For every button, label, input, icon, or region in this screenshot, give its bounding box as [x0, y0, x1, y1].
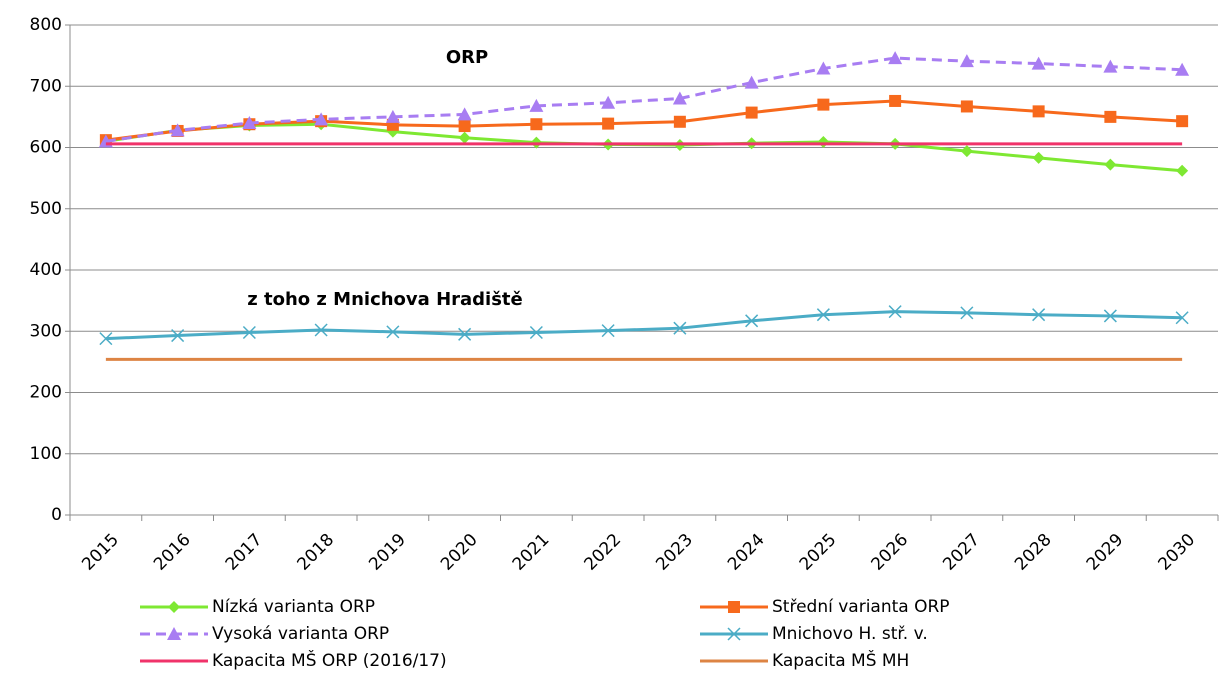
marker: [386, 118, 399, 131]
marker: [817, 135, 830, 148]
marker: [458, 327, 472, 341]
x-tick-label: 2015: [78, 530, 123, 575]
x-tick-label: 2016: [150, 530, 195, 575]
marker: [167, 627, 181, 640]
marker: [728, 601, 740, 613]
x-tick-label: 2025: [796, 530, 841, 575]
marker: [745, 106, 758, 119]
marker: [1176, 164, 1189, 177]
marker: [889, 94, 902, 107]
y-tick-label: 400: [30, 260, 62, 280]
marker: [458, 120, 471, 133]
legend-label: Mnichovo H. stř. v.: [772, 624, 928, 644]
x-tick-label: 2028: [1011, 530, 1056, 575]
y-tick-label: 800: [30, 15, 62, 35]
x-tick-label: 2026: [867, 530, 912, 575]
marker: [170, 123, 185, 137]
marker: [1176, 115, 1189, 128]
marker: [959, 54, 974, 68]
legend-label: Vysoká varianta ORP: [212, 624, 389, 644]
marker: [458, 131, 471, 144]
marker: [602, 117, 615, 130]
marker: [745, 314, 759, 328]
marker: [99, 332, 113, 346]
marker: [816, 308, 830, 322]
x-tick-label: 2029: [1083, 530, 1128, 575]
marker: [888, 51, 903, 65]
marker: [672, 91, 687, 105]
y-tick-label: 100: [30, 444, 62, 464]
y-tick-label: 0: [51, 505, 62, 525]
marker: [385, 109, 400, 123]
marker: [744, 75, 759, 89]
marker: [1104, 110, 1117, 123]
marker: [601, 324, 615, 338]
x-tick-label: 2024: [724, 530, 769, 575]
marker: [1103, 59, 1118, 73]
marker: [386, 325, 400, 339]
marker: [673, 321, 687, 335]
y-tick-label: 300: [30, 321, 62, 341]
marker: [314, 112, 329, 126]
legend-label: Nízká varianta ORP: [212, 597, 375, 617]
series-line: [105, 56, 1183, 143]
legend-label: Kapacita MŠ ORP (2016/17): [212, 649, 447, 671]
y-tick-label: 600: [30, 138, 62, 158]
series-line: [105, 310, 1183, 341]
annotation: ORP: [446, 47, 488, 68]
marker: [1104, 158, 1117, 171]
marker: [168, 601, 180, 613]
marker: [888, 305, 902, 319]
annotation: z toho z Mnichova Hradiště: [247, 289, 522, 310]
marker: [960, 306, 974, 320]
legend-label: Střední varianta ORP: [772, 597, 950, 617]
legend-label: Kapacita MŠ MH: [772, 649, 909, 671]
marker: [1031, 56, 1046, 70]
x-tick-label: 2021: [509, 530, 554, 575]
marker: [816, 61, 831, 75]
marker: [960, 100, 973, 113]
marker: [817, 98, 830, 111]
series-line: [105, 99, 1183, 142]
marker: [529, 98, 544, 112]
marker: [457, 107, 472, 121]
marker: [1032, 151, 1045, 164]
y-tick-label: 700: [30, 76, 62, 96]
marker: [171, 329, 185, 343]
marker: [1032, 308, 1046, 322]
x-tick-label: 2020: [437, 530, 482, 575]
marker: [960, 145, 973, 158]
marker: [1175, 62, 1190, 76]
marker: [529, 325, 543, 340]
y-tick-label: 200: [30, 383, 62, 403]
marker: [530, 118, 543, 131]
x-tick-label: 2019: [365, 530, 410, 575]
x-tick-label: 2027: [939, 530, 984, 575]
y-tick-label: 500: [30, 199, 62, 219]
marker: [242, 116, 257, 129]
marker: [673, 115, 686, 128]
x-tick-label: 2023: [652, 530, 697, 575]
marker: [727, 627, 741, 641]
x-tick-label: 2018: [293, 530, 338, 575]
marker: [1175, 311, 1189, 325]
x-tick-label: 2022: [580, 530, 625, 575]
marker: [1032, 105, 1045, 118]
marker: [242, 325, 256, 340]
marker: [1103, 309, 1117, 323]
marker: [314, 323, 328, 337]
x-tick-label: 2017: [222, 530, 267, 575]
marker: [601, 95, 616, 109]
x-tick-label: 2030: [1154, 530, 1199, 575]
